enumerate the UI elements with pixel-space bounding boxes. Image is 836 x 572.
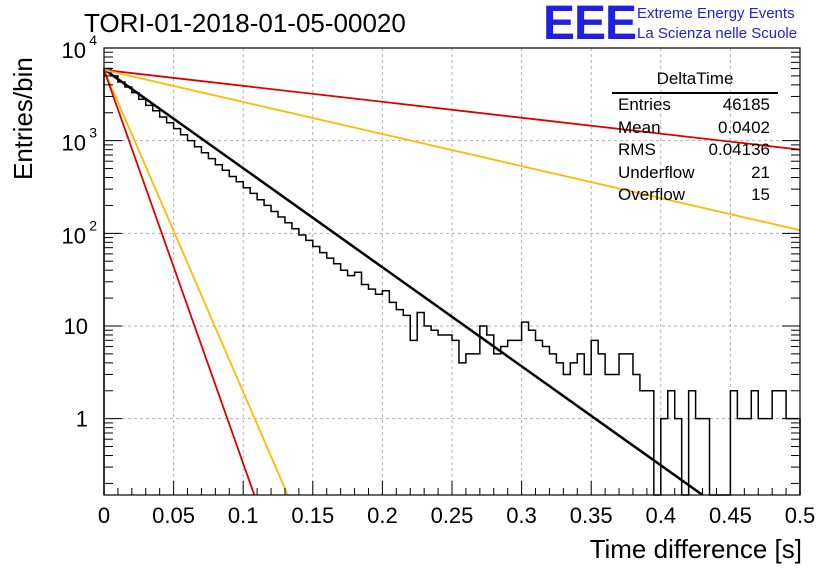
stats-value: 15 (751, 185, 770, 204)
stats-value: 0.04136 (708, 140, 770, 159)
stats-label: RMS (618, 140, 656, 159)
stats-label: Mean (618, 117, 661, 137)
y-tick-label: 10 (62, 131, 86, 156)
line-orange-fast (104, 69, 289, 495)
eee-logo: EEE (543, 0, 637, 50)
y-tick-label: 10 (62, 38, 86, 63)
stats-label: Underflow (618, 162, 695, 182)
stats-value: 21 (751, 162, 770, 182)
y-tick-exponent: 3 (89, 125, 97, 141)
y-tick-label: 10 (62, 223, 86, 248)
stats-row-underflow: Underflow 21 (612, 162, 778, 185)
x-tick-label: 0.05 (152, 503, 195, 528)
y-tick-label: 10 (64, 314, 88, 339)
x-tick-label: 0.45 (709, 503, 752, 528)
line-red-slow (104, 69, 800, 151)
x-tick-label: 0.3 (506, 503, 537, 528)
chart-title: TORI-01-2018-01-05-00020 (84, 8, 406, 38)
x-axis-label: Time difference [s] (589, 534, 802, 564)
stats-value: 0.0402 (718, 117, 770, 137)
x-tick-label: 0.2 (367, 503, 398, 528)
y-tick-exponent: 2 (89, 217, 97, 233)
stats-box: DeltaTime Entries 46185 Mean 0.0402 RMS … (612, 68, 778, 207)
histogram-steps (103, 67, 801, 496)
stats-row-overflow: Overflow 15 (612, 184, 778, 207)
logo-subtitle: Extreme Energy Events La Scienza nelle S… (637, 4, 797, 44)
stats-row-rms: RMS 0.04136 (612, 139, 778, 162)
stats-label: Entries (618, 95, 671, 114)
stats-row-entries: Entries 46185 (612, 94, 778, 117)
stats-row-mean: Mean 0.0402 (612, 117, 778, 140)
line-fit (104, 68, 704, 495)
stats-box-title: DeltaTime (612, 68, 778, 94)
line-orange-slow (104, 69, 800, 232)
x-tick-label: 0.15 (291, 503, 334, 528)
x-tick-label: 0.5 (785, 503, 816, 528)
x-tick-label: 0.1 (228, 503, 259, 528)
y-axis-label: Entries/bin (8, 57, 38, 180)
y-tick-exponent: 4 (89, 32, 97, 48)
x-tick-label: 0.25 (431, 503, 474, 528)
x-tick-label: 0.35 (570, 503, 613, 528)
x-tick-label: 0 (98, 503, 110, 528)
x-tick-label: 0.4 (646, 503, 677, 528)
y-tick-label: 1 (76, 407, 88, 432)
line-red-fast (104, 69, 256, 495)
stats-label: Overflow (618, 185, 686, 204)
stats-value: 46185 (722, 95, 770, 114)
logo-line-2: La Scienza nelle Scuole (637, 25, 798, 42)
logo-line-1: Extreme Energy Events (637, 5, 795, 22)
